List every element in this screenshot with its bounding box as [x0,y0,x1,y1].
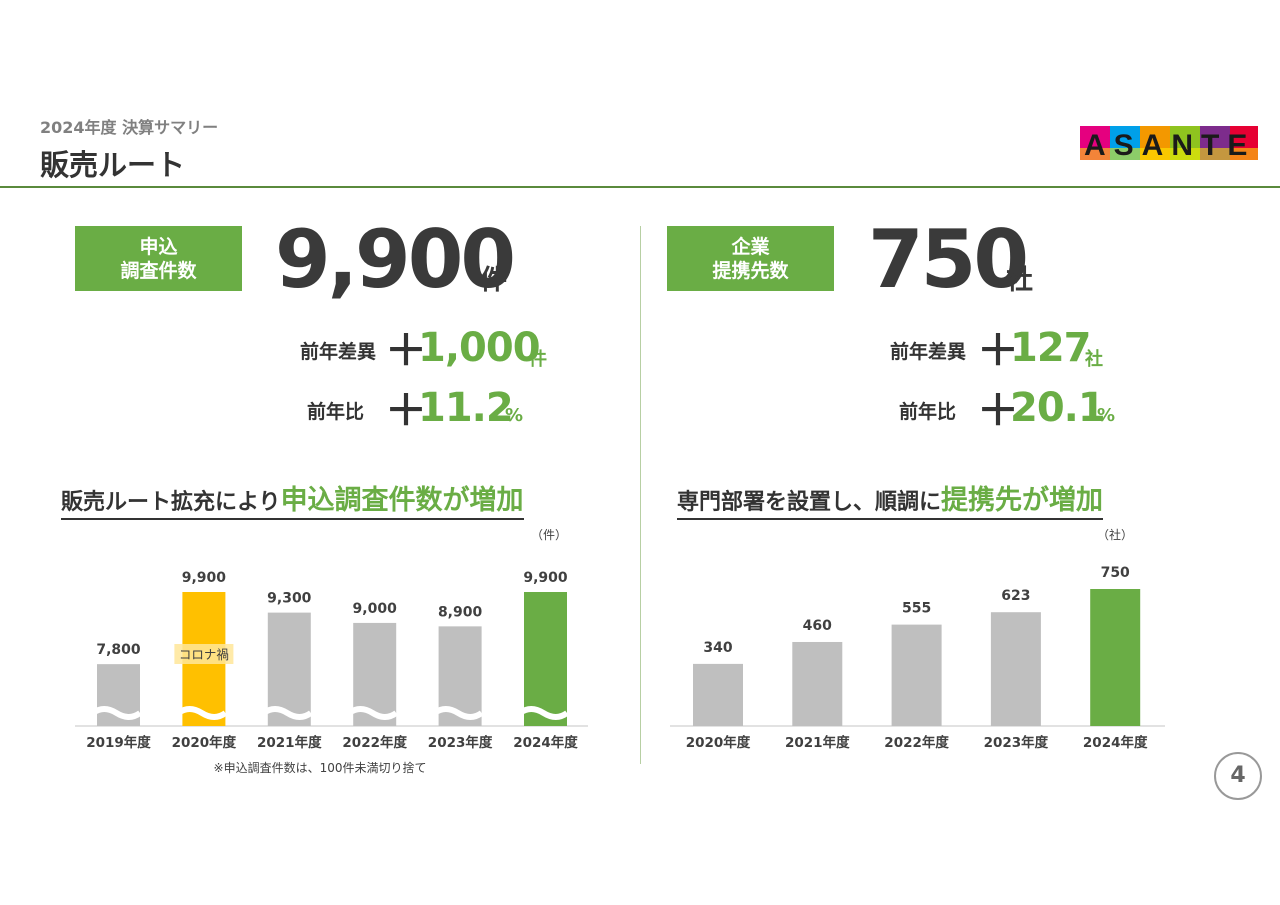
partner-count-value: 750 [868,213,1029,306]
header-divider [0,186,1280,188]
axis-break-mark [176,706,228,720]
yoy-diff-label: 前年差異 [299,341,376,363]
inquiry-count-value: 9,900 [275,213,516,306]
right-headline: 専門部署を設置し、順調に提携先が増加 [677,478,1104,520]
axis-break-mark [262,706,313,720]
yoy-diff-unit: 社 [1085,349,1103,370]
data-label: 9,900 [182,570,227,586]
x-tick-label: 2024年度 [513,734,578,751]
yoy-diff-value: 1,000 [418,325,541,371]
x-tick-label: 2019年度 [86,734,151,751]
yoy-diff-value: 127 [1010,325,1091,371]
data-label: 7,800 [96,642,141,658]
bar [1090,589,1141,726]
unit-label: （件） [531,528,567,542]
annotation-bg [174,644,234,664]
page-title: 販売ルート [40,148,186,182]
data-label: 9,000 [353,601,398,617]
bar [990,612,1041,726]
x-tick-label: 2020年度 [172,734,237,751]
tag-line-2: 提携先数 [712,259,789,282]
yoy-diff-unit: 件 [529,349,547,370]
plus-sign: ＋ [385,386,428,435]
x-tick-label: 2022年度 [884,734,949,751]
plus-sign: ＋ [977,326,1020,375]
annotation-text: コロナ禍 [179,647,229,662]
axis-break-mark [518,706,569,720]
headline-highlight: 提携先が増加 [941,485,1104,516]
headline-highlight: 申込調査件数が増加 [280,485,524,516]
headline-plain: 販売ルート拡充により [61,490,281,515]
plus-sign: ＋ [977,386,1020,435]
axis-break-mark [432,706,484,720]
headline-plain: 専門部署を設置し、順調に [677,490,942,515]
data-label: 9,900 [523,570,568,586]
x-tick-label: 2021年度 [257,734,322,751]
x-tick-label: 2022年度 [342,734,407,751]
inquiry-count-unit: 件 [480,265,507,296]
data-label: 623 [1001,588,1030,604]
x-tick-label: 2021年度 [785,734,850,751]
data-label: 9,300 [267,591,312,607]
page-subtitle: 2024年度 決算サマリー [40,118,219,137]
partner-count-tag: 企業 提携先数 [667,226,834,291]
left-headline: 販売ルート拡充により申込調査件数が増加 [61,478,524,520]
bar [891,624,942,726]
asante-logo: ASANTE [1080,126,1258,160]
bar [693,663,743,726]
data-label: 8,900 [438,604,483,620]
partner-count-unit: 社 [1006,265,1033,296]
page-number: 4 [1214,752,1262,800]
bar [524,592,567,726]
data-label: 750 [1101,565,1130,581]
yoy-ratio-unit: % [505,405,524,426]
yoy-ratio-label: 前年比 [898,401,956,423]
data-label: 460 [803,618,832,634]
yoy-ratio-value: 11.2 [418,385,514,431]
tag-line-1: 企業 [731,235,770,258]
x-tick-label: 2023年度 [428,734,493,751]
bar [792,641,843,726]
data-label: 555 [902,601,931,617]
yoy-ratio-label: 前年比 [306,401,364,423]
axis-break-mark [91,706,142,720]
plus-sign: ＋ [385,326,428,375]
yoy-ratio-unit: % [1097,405,1116,426]
yoy-diff-label: 前年差異 [889,341,966,363]
svg-text:ASANTE: ASANTE [1084,129,1255,160]
center-divider [640,226,641,764]
axis-break-mark [347,706,398,720]
unit-label: （社） [1097,527,1133,542]
yoy-ratio-value: 20.1 [1010,385,1106,431]
tag-line-1: 申込 [139,235,178,258]
x-tick-label: 2023年度 [984,734,1049,751]
footnote: ※申込調査件数は、100件未満切り捨て [214,760,427,775]
x-tick-label: 2020年度 [686,734,751,751]
data-label: 340 [703,640,732,656]
inquiry-count-tag: 申込 調査件数 [75,226,242,291]
tag-line-2: 調査件数 [120,259,197,282]
x-tick-label: 2024年度 [1083,734,1148,751]
